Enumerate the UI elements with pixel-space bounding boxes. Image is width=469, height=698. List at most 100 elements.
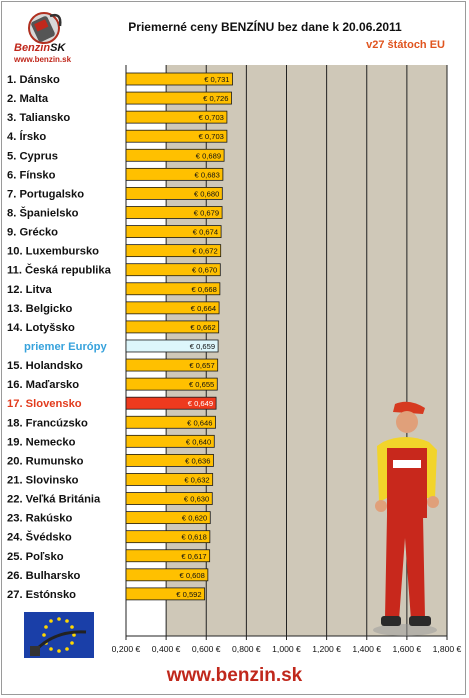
- category-label: 16. Maďarsko: [7, 379, 79, 391]
- bar-value-label: € 0,683: [195, 170, 220, 179]
- bar-value-label: € 0,670: [192, 266, 217, 275]
- chart-subtitle: v27 štátoch EU: [366, 39, 445, 51]
- category-label: 14. Lotyšsko: [7, 322, 75, 334]
- bar-value-label: € 0,659: [190, 342, 215, 351]
- x-tick-label: 1,800 €: [433, 644, 462, 654]
- x-tick-label: 1,000 €: [272, 644, 301, 654]
- category-label: 20. Rumunsko: [7, 455, 84, 467]
- category-label: 8. Španielsko: [7, 206, 79, 219]
- x-tick-label: 0,800 €: [232, 644, 261, 654]
- bar: [125, 377, 218, 391]
- category-label: 26. Bulharsko: [7, 570, 81, 582]
- category-label: 10. Luxembursko: [7, 246, 99, 258]
- bar-value-label: € 0,703: [199, 132, 224, 141]
- x-tick-label: 1,200 €: [312, 644, 341, 654]
- bar: [125, 473, 214, 486]
- bar: [125, 72, 233, 86]
- category-label: 6. Fínsko: [7, 169, 56, 181]
- x-tick-label: 1,600 €: [393, 644, 422, 654]
- bar: [125, 453, 214, 467]
- chart-title: Priemerné ceny BENZÍNU bez dane k 20.06.…: [128, 20, 402, 34]
- bar-value-label: € 0,646: [187, 418, 212, 427]
- category-label: 13. Belgicko: [7, 303, 72, 315]
- bar-value-label: € 0,649: [188, 399, 213, 408]
- bar-value-label: € 0,689: [196, 151, 221, 160]
- bar: [125, 415, 216, 429]
- bar-value-label: € 0,618: [182, 533, 207, 542]
- bar-value-label: € 0,617: [181, 552, 206, 561]
- bar: [125, 301, 220, 315]
- bar: [125, 225, 222, 238]
- footer-url: www.benzin.sk: [166, 665, 303, 686]
- bar: [125, 282, 221, 296]
- bar: [125, 530, 211, 544]
- eu-flag-icon: [24, 612, 94, 658]
- bar-value-label: € 0,679: [194, 208, 219, 217]
- bar: [125, 110, 228, 124]
- category-label: priemer Európy: [24, 341, 107, 353]
- bar-value-label: € 0,632: [184, 475, 209, 484]
- bar-value-label: € 0,731: [204, 75, 229, 84]
- bar: [125, 320, 220, 334]
- bar-value-label: € 0,655: [189, 380, 214, 389]
- logo-brand: BenzinSK: [14, 42, 66, 54]
- category-label: 9. Grécko: [7, 227, 58, 239]
- benzin-logo-icon: [28, 12, 62, 44]
- bar-value-label: € 0,672: [192, 247, 217, 256]
- bar: [125, 511, 211, 525]
- bar: [125, 167, 224, 181]
- category-label: 25. Poľsko: [7, 551, 64, 563]
- category-label: 4. Írsko: [7, 130, 46, 143]
- bar-value-label: € 0,703: [199, 113, 224, 122]
- category-label: 18. Francúzsko: [7, 417, 88, 429]
- bar-value-label: € 0,608: [180, 571, 205, 580]
- bar: [125, 244, 222, 258]
- category-label: 27. Estónsko: [7, 589, 76, 601]
- bar: [125, 206, 223, 219]
- bar: [125, 396, 217, 410]
- bar-value-label: € 0,664: [191, 304, 216, 313]
- category-label: 17. Slovensko: [7, 398, 82, 410]
- bar: [125, 339, 219, 353]
- bar: [125, 263, 221, 277]
- bar: [125, 568, 209, 582]
- bar-value-label: € 0,620: [182, 514, 207, 523]
- x-tick-label: 1,400 €: [352, 644, 381, 654]
- x-tick-label: 0,400 €: [152, 644, 181, 654]
- bar: [125, 358, 219, 372]
- bar: [125, 549, 211, 563]
- bar-value-label: € 0,592: [176, 590, 201, 599]
- category-label: 12. Litva: [7, 284, 53, 296]
- category-label: 5. Cyprus: [7, 150, 58, 162]
- bar: [125, 587, 206, 601]
- category-label: 15. Holandsko: [7, 360, 83, 372]
- bar-value-label: € 0,640: [186, 437, 211, 446]
- category-label: 23. Rakúsko: [7, 513, 72, 525]
- bar-value-label: € 0,657: [189, 361, 214, 370]
- bar: [125, 91, 232, 105]
- category-label: 3. Taliansko: [7, 112, 70, 124]
- fuel-attendant-mascot-icon: [373, 401, 439, 636]
- bar-value-label: € 0,680: [194, 189, 219, 198]
- bar: [125, 434, 215, 448]
- bar-value-label: € 0,636: [185, 456, 210, 465]
- bar-value-label: € 0,668: [192, 285, 217, 294]
- category-label: 24. Švédsko: [7, 531, 72, 544]
- bar-value-label: € 0,726: [203, 94, 228, 103]
- category-label: 11. Česká republika: [7, 264, 112, 277]
- x-tick-label: 0,200 €: [112, 644, 141, 654]
- category-label: 22. Veľká Británia: [7, 494, 101, 506]
- category-label: 21. Slovinsko: [7, 474, 79, 486]
- category-label: 2. Malta: [7, 93, 49, 105]
- bar: [125, 148, 225, 162]
- bar-value-label: € 0,630: [184, 495, 209, 504]
- bar: [125, 492, 213, 505]
- x-tick-label: 0,600 €: [192, 644, 221, 654]
- logo-url: www.benzin.sk: [14, 55, 72, 64]
- bar: [125, 129, 228, 143]
- category-label: 1. Dánsko: [7, 74, 60, 86]
- bar-value-label: € 0,674: [193, 228, 218, 237]
- category-label: 7. Portugalsko: [7, 188, 84, 200]
